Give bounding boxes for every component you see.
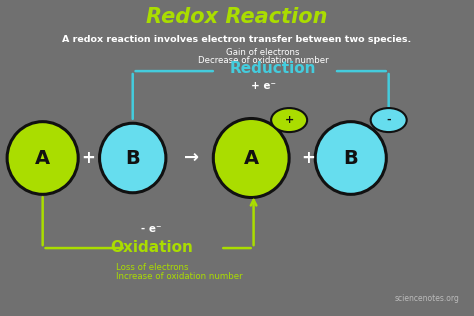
Text: +: + [284,115,294,125]
Text: + e⁻: + e⁻ [251,81,275,91]
Text: sciencenotes.org: sciencenotes.org [395,295,460,303]
Text: Gain of electrons: Gain of electrons [226,48,300,57]
Text: A redox reaction involves electron transfer between two species.: A redox reaction involves electron trans… [63,35,411,44]
Text: +: + [301,149,315,167]
Text: Reduction: Reduction [229,61,316,76]
Text: +: + [81,149,95,167]
Text: Redox Reaction: Redox Reaction [146,7,328,27]
Text: A: A [35,149,50,167]
Text: Increase of oxidation number: Increase of oxidation number [116,272,243,281]
Circle shape [371,108,407,132]
Text: B: B [125,149,140,167]
Text: Oxidation: Oxidation [110,240,193,255]
Text: A: A [244,149,259,167]
Ellipse shape [315,122,386,194]
Ellipse shape [100,123,166,193]
Text: B: B [343,149,358,167]
Text: Decrease of oxidation number: Decrease of oxidation number [198,56,328,65]
Ellipse shape [7,122,78,194]
Text: - e⁻: - e⁻ [141,224,162,234]
Ellipse shape [213,118,289,198]
Text: -: - [386,115,391,125]
Text: Loss of electrons: Loss of electrons [116,263,189,271]
Text: →: → [184,149,200,167]
Circle shape [271,108,307,132]
